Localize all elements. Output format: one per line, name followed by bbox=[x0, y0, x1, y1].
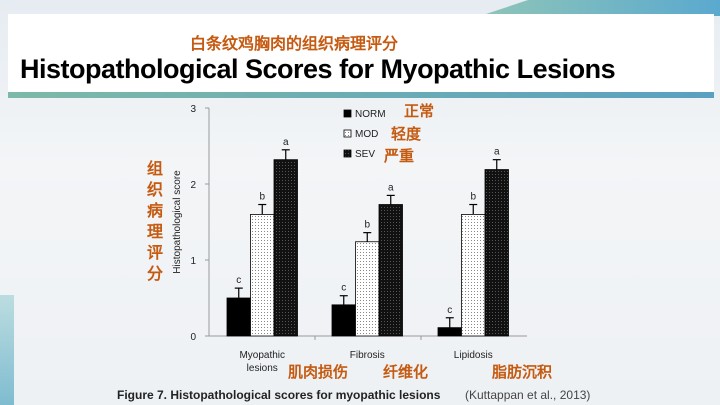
significance-label: c bbox=[236, 275, 241, 286]
significance-label: b bbox=[470, 192, 476, 203]
decor-banner bbox=[480, 0, 720, 16]
significance-label: a bbox=[283, 137, 289, 148]
y-tick-label: 2 bbox=[190, 180, 196, 191]
category-cn-2: 纤维化 bbox=[383, 363, 429, 381]
legend-label-mod: MOD bbox=[355, 129, 378, 140]
x-tick-label: Lipidosis bbox=[454, 350, 493, 361]
bar-norm bbox=[226, 297, 251, 337]
legend-swatch-norm bbox=[343, 109, 352, 118]
x-tick-label: Myopathic bbox=[239, 350, 285, 361]
ylabel-cn: 组织病理评分 bbox=[146, 159, 163, 283]
figure-caption: Figure 7. Histopathological scores for m… bbox=[117, 388, 441, 402]
header-stripe bbox=[8, 92, 714, 98]
y-tick-label: 1 bbox=[190, 256, 196, 267]
x-tick-label: lesions bbox=[247, 363, 278, 374]
legend-label-norm: NORM bbox=[355, 109, 386, 120]
y-tick-label: 3 bbox=[190, 104, 196, 115]
significance-label: c bbox=[341, 283, 346, 294]
legend-swatch-mod bbox=[343, 129, 352, 138]
citation: (Kuttappan et al., 2013) bbox=[465, 388, 591, 402]
legend-norm-cn: 正常 bbox=[404, 102, 435, 120]
bar-sev bbox=[484, 169, 509, 337]
bar-mod bbox=[250, 213, 275, 337]
significance-label: b bbox=[259, 192, 265, 203]
category-cn-1: 肌肉损伤 bbox=[288, 363, 349, 381]
significance-label: a bbox=[388, 182, 394, 193]
bar-mod bbox=[461, 213, 486, 337]
significance-label: a bbox=[494, 147, 500, 158]
decor-strip bbox=[0, 295, 14, 405]
bar-norm bbox=[437, 327, 462, 337]
legend-sev-cn: 严重 bbox=[384, 147, 415, 165]
legend-label-sev: SEV bbox=[355, 149, 375, 160]
legend-swatch-sev bbox=[343, 149, 352, 158]
y-tick-label: 0 bbox=[190, 332, 196, 343]
significance-label: c bbox=[447, 305, 452, 316]
y-axis-label: Histopathological score bbox=[172, 170, 183, 274]
bar-mod bbox=[355, 241, 380, 337]
bar-sev bbox=[273, 159, 298, 337]
bar-sev bbox=[378, 204, 403, 337]
legend-mod-cn: 轻度 bbox=[391, 125, 422, 143]
subtitle-cn: 白条纹鸡胸肉的组织病理评分 bbox=[190, 34, 399, 53]
header-panel bbox=[8, 14, 714, 92]
bar-norm bbox=[331, 304, 356, 337]
significance-label: b bbox=[364, 220, 370, 231]
category-cn-3: 脂肪沉积 bbox=[492, 363, 553, 381]
page-title: Histopathological Scores for Myopathic L… bbox=[20, 54, 616, 84]
x-tick-label: Fibrosis bbox=[350, 350, 385, 361]
